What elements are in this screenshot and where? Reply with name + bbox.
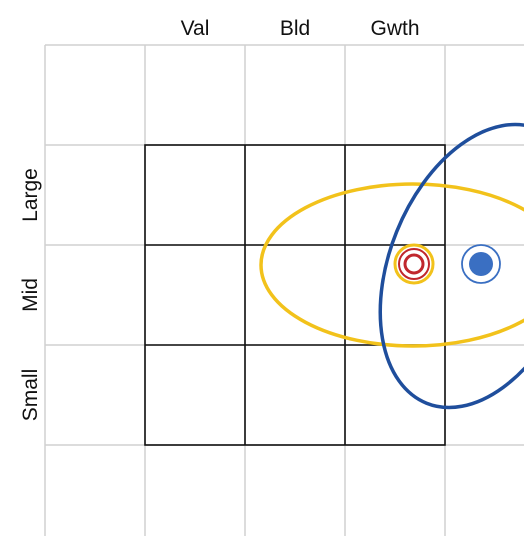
row-label-small: Small bbox=[19, 369, 42, 422]
row-label-large: Large bbox=[19, 168, 42, 222]
column-label-blend: Bld bbox=[280, 17, 310, 40]
gold-red-marker bbox=[393, 243, 435, 285]
style-box-grid bbox=[144, 144, 446, 446]
background-grid bbox=[44, 44, 524, 536]
blue-ellipse bbox=[378, 122, 524, 410]
red-marker-ring-outer bbox=[398, 248, 430, 280]
red-marker-ring-inner bbox=[403, 253, 425, 275]
gold-marker-ring bbox=[393, 243, 435, 285]
column-label-value: Val bbox=[181, 17, 210, 40]
row-label-mid: Mid bbox=[19, 278, 42, 312]
gold-ellipse bbox=[259, 182, 524, 348]
blue-dot-marker bbox=[461, 244, 501, 284]
style-box-outline bbox=[144, 144, 446, 446]
column-label-growth: Gwth bbox=[370, 17, 419, 40]
blue-marker-dot bbox=[469, 252, 493, 276]
